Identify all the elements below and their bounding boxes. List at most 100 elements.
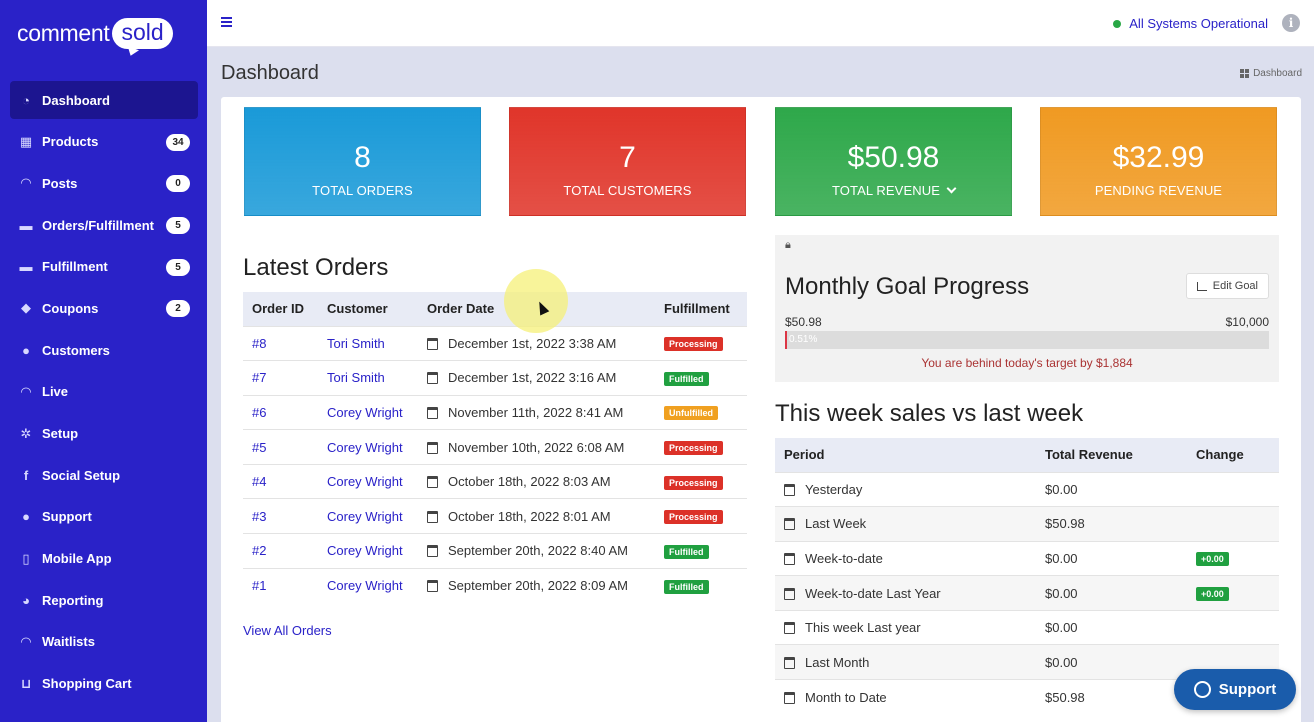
sidebar-item-coupons[interactable]: ◆ Coupons 2 bbox=[10, 289, 198, 327]
sidebar-item-reporting[interactable]: ◕ Reporting bbox=[10, 581, 198, 619]
fulfillment-cell: Processing bbox=[655, 463, 747, 499]
order-date-cell: September 20th, 2022 8:40 AM bbox=[418, 533, 655, 569]
system-status-text: All Systems Operational bbox=[1129, 16, 1268, 31]
column-header: Change bbox=[1187, 438, 1279, 472]
dashboard-grid-icon bbox=[1240, 69, 1250, 78]
rss-icon: ◠ bbox=[21, 633, 31, 649]
sidebar-item-fulfillment[interactable]: ▬ Fulfillment 5 bbox=[10, 248, 198, 286]
calendar-icon bbox=[784, 552, 795, 565]
stat-pending-revenue[interactable]: $32.99 PENDING REVENUE bbox=[1040, 107, 1277, 216]
progress-text: 0.51% bbox=[789, 334, 818, 345]
column-header[interactable]: Order ID bbox=[243, 292, 318, 326]
customer-link[interactable]: Corey Wright bbox=[327, 439, 403, 455]
count-badge: 34 bbox=[166, 133, 190, 151]
table-row: Yesterday $0.00 bbox=[775, 471, 1279, 507]
order-id-cell: #3 bbox=[243, 498, 318, 534]
edit-goal-label: Edit Goal bbox=[1212, 280, 1258, 292]
customer-link[interactable]: Tori Smith bbox=[327, 370, 385, 386]
customer-cell: Corey Wright bbox=[318, 498, 418, 534]
calendar-icon bbox=[427, 580, 438, 593]
calendar-icon bbox=[784, 622, 795, 635]
period-label: This week Last year bbox=[805, 620, 921, 636]
stat-total-orders[interactable]: 8 TOTAL ORDERS bbox=[244, 107, 481, 216]
sidebar-item-orders-fulfillment[interactable]: ▬ Orders/Fulfillment 5 bbox=[10, 206, 198, 244]
order-id-link[interactable]: #7 bbox=[252, 370, 267, 386]
comments-icon: ● bbox=[22, 509, 30, 525]
customer-link[interactable]: Tori Smith bbox=[327, 335, 385, 351]
brand-logo[interactable]: comment sold bbox=[0, 0, 207, 66]
calendar-icon bbox=[784, 656, 795, 669]
order-id-link[interactable]: #4 bbox=[252, 474, 267, 490]
sidebar-item-mobile-app[interactable]: ▯ Mobile App bbox=[10, 540, 198, 578]
sidebar-item-setup[interactable]: ✲ Setup bbox=[10, 415, 198, 453]
latest-orders-title: Latest Orders bbox=[243, 254, 389, 281]
weekly-sales-title: This week sales vs last week bbox=[775, 400, 1084, 427]
stat-total-revenue[interactable]: $50.98 TOTAL REVENUE bbox=[775, 107, 1012, 216]
customer-link[interactable]: Corey Wright bbox=[327, 404, 403, 420]
support-chat-button[interactable]: Support bbox=[1174, 669, 1296, 710]
column-header[interactable]: Fulfillment bbox=[655, 292, 747, 326]
sidebar-item-posts[interactable]: ◠ Posts 0 bbox=[10, 164, 198, 202]
dashboard-panel: 8 TOTAL ORDERS 7 TOTAL CUSTOMERS $50.98 … bbox=[221, 97, 1301, 722]
customer-cell: Tori Smith bbox=[318, 325, 418, 361]
order-date-cell: October 18th, 2022 8:03 AM bbox=[418, 463, 655, 499]
sidebar-item-label: Customers bbox=[42, 342, 110, 358]
customer-cell: Corey Wright bbox=[318, 463, 418, 499]
status-badge: Fulfilled bbox=[664, 544, 709, 559]
chevron-down-icon[interactable] bbox=[946, 183, 957, 194]
sidebar-item-waitlists[interactable]: ◠ Waitlists bbox=[10, 623, 198, 661]
customer-cell: Corey Wright bbox=[318, 429, 418, 465]
period-cell: Week-to-date Last Year bbox=[775, 575, 1036, 611]
rss-icon: ◠ bbox=[21, 175, 31, 191]
table-row: #3 Corey Wright October 18th, 2022 8:01 AM… bbox=[243, 498, 747, 534]
count-badge: 0 bbox=[166, 175, 190, 193]
edit-goal-button[interactable]: Edit Goal bbox=[1185, 273, 1269, 299]
customer-link[interactable]: Corey Wright bbox=[327, 508, 403, 524]
menu-toggle-icon[interactable] bbox=[221, 17, 232, 27]
sidebar-item-dashboard[interactable]: ◔ Dashboard bbox=[10, 81, 198, 119]
order-id-link[interactable]: #8 bbox=[252, 335, 267, 351]
view-all-orders-link[interactable]: View All Orders bbox=[243, 623, 332, 638]
order-date: October 18th, 2022 8:01 AM bbox=[448, 508, 611, 524]
sidebar-item-products[interactable]: ▦ Products 34 bbox=[10, 123, 198, 161]
stat-value: 8 bbox=[354, 141, 371, 174]
sidebar-item-social-setup[interactable]: f Social Setup bbox=[10, 456, 198, 494]
period-label: Week-to-date bbox=[805, 550, 883, 566]
table-row: Month to Date $50.98 bbox=[775, 679, 1279, 715]
system-status-link[interactable]: All Systems Operational bbox=[1113, 16, 1268, 31]
info-icon[interactable]: i bbox=[1282, 14, 1300, 32]
sidebar-item-label: Reporting bbox=[42, 592, 104, 608]
sidebar-item-support[interactable]: ● Support bbox=[10, 498, 198, 536]
weekly-sales-table: Period Total Revenue Change Yesterday $0.… bbox=[775, 438, 1279, 715]
sidebar-item-label: Mobile App bbox=[42, 551, 112, 567]
sidebar-item-customers[interactable]: ● Customers bbox=[10, 331, 198, 369]
calendar-icon bbox=[427, 510, 438, 523]
order-id-link[interactable]: #6 bbox=[252, 404, 267, 420]
breadcrumb[interactable]: Dashboard bbox=[1240, 68, 1302, 79]
fulfillment-cell: Fulfilled bbox=[655, 360, 747, 396]
change-cell bbox=[1187, 506, 1279, 542]
period-label: Last Week bbox=[805, 516, 867, 532]
logo-text-right: sold bbox=[112, 17, 173, 49]
order-id-link[interactable]: #2 bbox=[252, 543, 267, 559]
period-cell: Last Month bbox=[775, 644, 1036, 680]
period-cell: Month to Date bbox=[775, 679, 1036, 715]
customer-link[interactable]: Corey Wright bbox=[327, 474, 403, 490]
customer-link[interactable]: Corey Wright bbox=[327, 578, 403, 594]
customer-link[interactable]: Corey Wright bbox=[327, 543, 403, 559]
sidebar-item-shopping-cart[interactable]: ⊔ Shopping Cart bbox=[10, 665, 198, 703]
sidebar-item-live[interactable]: ◠ Live bbox=[10, 373, 198, 411]
order-id-link[interactable]: #1 bbox=[252, 578, 267, 594]
stat-label: TOTAL CUSTOMERS bbox=[563, 183, 692, 198]
table-row: This week Last year $0.00 bbox=[775, 609, 1279, 645]
stat-total-customers[interactable]: 7 TOTAL CUSTOMERS bbox=[509, 107, 746, 216]
order-date-cell: September 20th, 2022 8:09 AM bbox=[418, 567, 655, 603]
revenue-cell: $0.00 bbox=[1036, 540, 1187, 576]
column-header[interactable]: Customer bbox=[318, 292, 418, 326]
breadcrumb-label: Dashboard bbox=[1253, 68, 1302, 79]
order-id-link[interactable]: #5 bbox=[252, 439, 267, 455]
order-id-link[interactable]: #3 bbox=[252, 508, 267, 524]
calendar-icon bbox=[427, 545, 438, 558]
table-row: #4 Corey Wright October 18th, 2022 8:03 AM… bbox=[243, 463, 747, 499]
order-date: September 20th, 2022 8:40 AM bbox=[448, 543, 628, 559]
